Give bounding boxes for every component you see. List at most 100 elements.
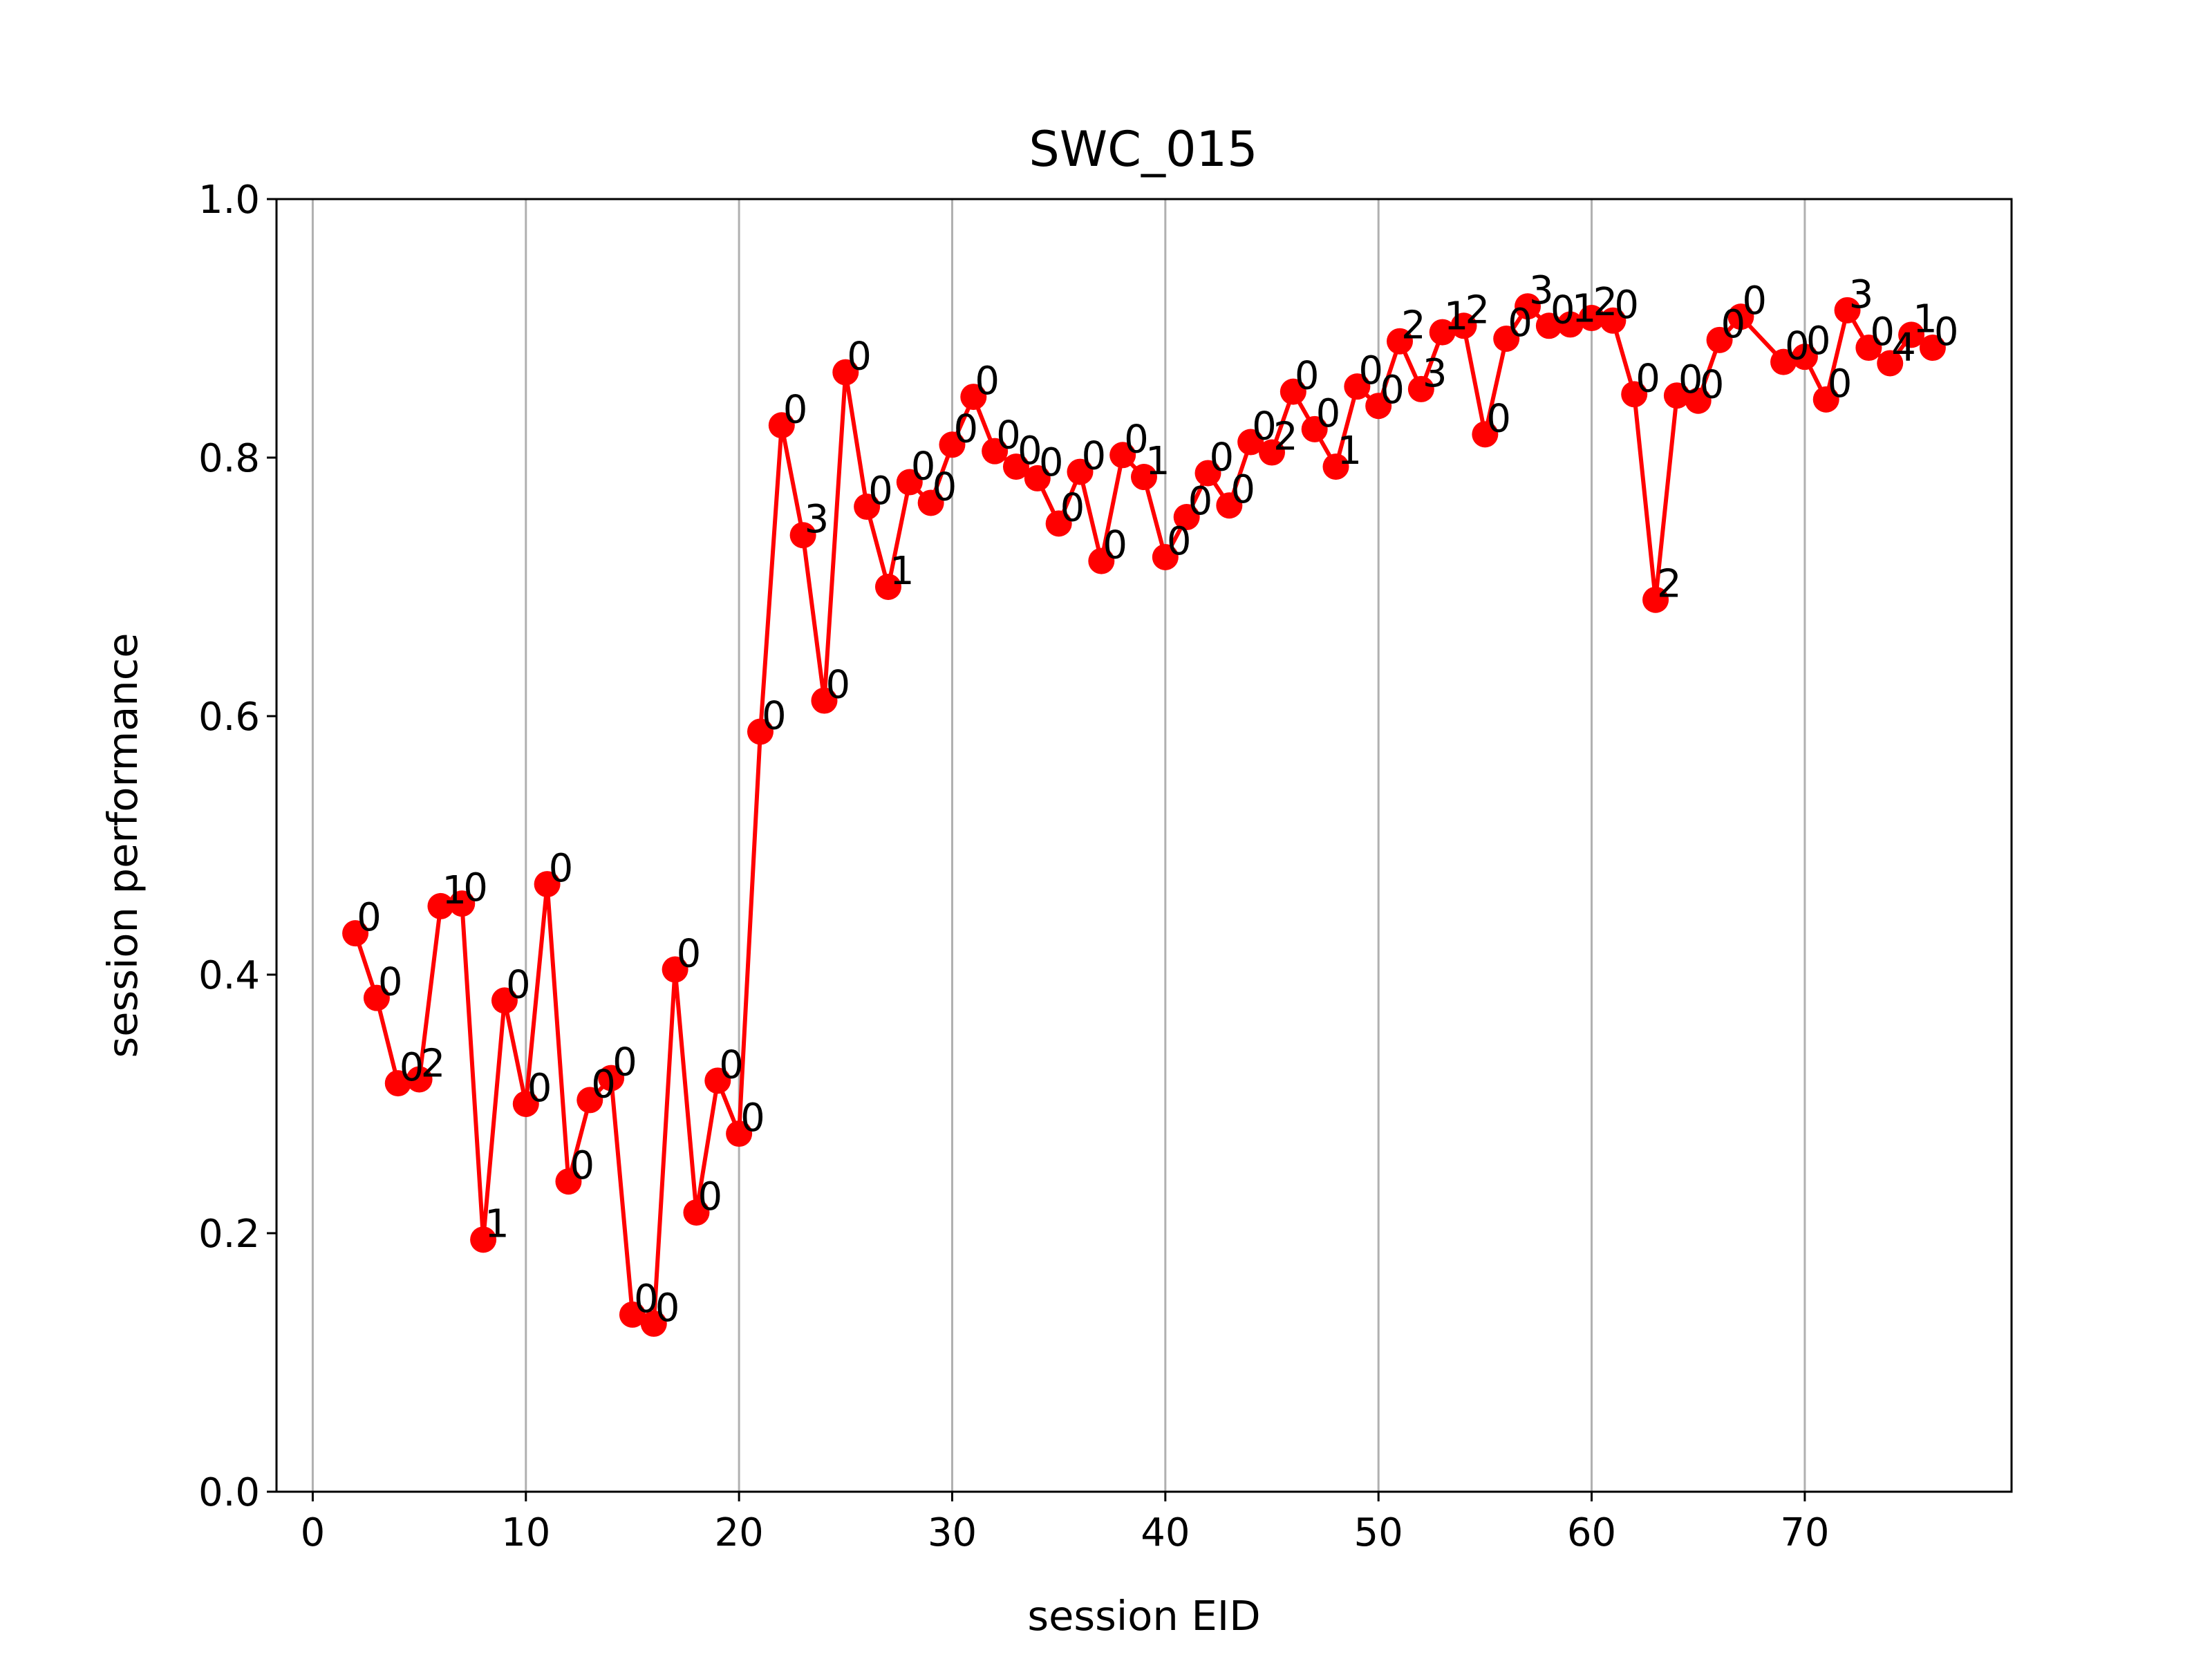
data-label: 0 (1486, 396, 1511, 441)
data-label: 0 (1060, 485, 1085, 530)
data-label: 2 (1401, 303, 1426, 348)
data-label: 1 (1444, 294, 1469, 339)
data-label: 0 (1252, 404, 1277, 449)
data-point (662, 956, 688, 983)
data-point (406, 1066, 433, 1093)
data-point (1919, 335, 1946, 362)
data-label: 2 (1657, 562, 1682, 607)
data-point (1407, 375, 1434, 402)
data-label: 0 (1039, 440, 1064, 485)
data-point (1259, 439, 1286, 466)
data-label: 0 (591, 1062, 616, 1107)
data-label: 0 (1188, 479, 1213, 524)
data-point (811, 687, 838, 714)
y-tick-label: 1.0 (198, 178, 260, 223)
data-point (896, 469, 923, 496)
data-point (1387, 328, 1414, 355)
data-point (577, 1087, 603, 1114)
x-axis-ticks: 0 10 20 30 40 50 60 70 (301, 1492, 1830, 1555)
data-point (1024, 465, 1051, 491)
data-label: 0 (1295, 354, 1320, 399)
data-point (342, 920, 369, 947)
data-point (683, 1199, 710, 1226)
data-label: 3 (1529, 268, 1554, 313)
data-point (1301, 415, 1328, 442)
data-label: 0 (868, 469, 893, 514)
data-label: 1 (890, 549, 915, 594)
data-point (1152, 543, 1179, 570)
data-label: 1 (442, 868, 467, 913)
data-point (555, 1168, 582, 1195)
y-tick-label: 0.0 (198, 1470, 260, 1515)
x-tick-label: 50 (1354, 1510, 1403, 1555)
data-point (874, 574, 901, 600)
data-point (491, 987, 518, 1014)
data-label: 0 (1678, 357, 1703, 402)
data-label: 3 (805, 497, 830, 542)
data-point (1642, 586, 1669, 613)
x-tick-label: 70 (1780, 1510, 1829, 1555)
y-axis-label: session performance (99, 632, 147, 1058)
data-label: 0 (400, 1045, 424, 1090)
data-label: 0 (1316, 391, 1341, 436)
data-point (1194, 460, 1221, 487)
data-point (768, 412, 795, 439)
data-label: 0 (506, 962, 531, 1007)
data-point (1663, 382, 1690, 409)
y-tick-label: 0.8 (198, 436, 260, 481)
data-point (1685, 387, 1712, 414)
data-label: 0 (612, 1040, 637, 1085)
data-point (832, 359, 859, 386)
data-point (1877, 350, 1904, 377)
data-point (1088, 547, 1115, 574)
data-label: 0 (783, 387, 808, 432)
data-point (1515, 293, 1541, 320)
data-label: 2 (1465, 288, 1490, 332)
x-tick-label: 10 (501, 1510, 550, 1555)
data-label: 2 (1273, 415, 1298, 460)
data-label: 0 (1742, 279, 1767, 324)
data-point (789, 522, 816, 549)
series-line (353, 304, 1934, 1326)
data-point (1812, 386, 1839, 413)
data-label: 0 (847, 335, 872, 379)
x-tick-label: 60 (1567, 1510, 1616, 1555)
data-label: 0 (1508, 301, 1533, 346)
data-point (1493, 325, 1520, 352)
data-point (1429, 319, 1456, 346)
data-point (640, 1310, 667, 1337)
data-label: 0 (1380, 368, 1405, 413)
data-label: 0 (911, 444, 936, 489)
data-label: 0 (1828, 362, 1853, 406)
y-tick-label: 0.6 (198, 695, 260, 740)
data-point (1706, 326, 1733, 353)
data-label: 0 (634, 1277, 659, 1322)
data-label: 0 (1614, 283, 1639, 328)
data-point (1898, 321, 1925, 348)
y-axis-ticks: 0.0 0.2 0.4 0.6 0.8 1.0 (198, 178, 276, 1515)
data-label: 2 (421, 1041, 446, 1086)
data-label: 1 (1913, 297, 1938, 341)
data-point (1855, 335, 1882, 362)
data-point (726, 1121, 753, 1147)
data-point (1450, 312, 1477, 339)
data-point (470, 1226, 497, 1253)
data-point (1791, 344, 1818, 371)
data-point (939, 431, 966, 458)
data-point (1322, 453, 1349, 480)
data-point (1131, 464, 1157, 491)
x-tick-label: 20 (714, 1510, 763, 1555)
data-point (982, 438, 1009, 465)
data-label: 0 (1550, 288, 1575, 332)
data-label: 1 (485, 1201, 509, 1246)
data-label: 0 (740, 1096, 765, 1141)
data-label: 0 (1210, 435, 1235, 480)
data-label: 3 (1849, 272, 1874, 317)
data-label: 4 (1891, 325, 1916, 370)
data-point (384, 1070, 411, 1097)
data-point (704, 1067, 731, 1094)
data-point (1365, 393, 1392, 420)
data-point (427, 892, 454, 919)
